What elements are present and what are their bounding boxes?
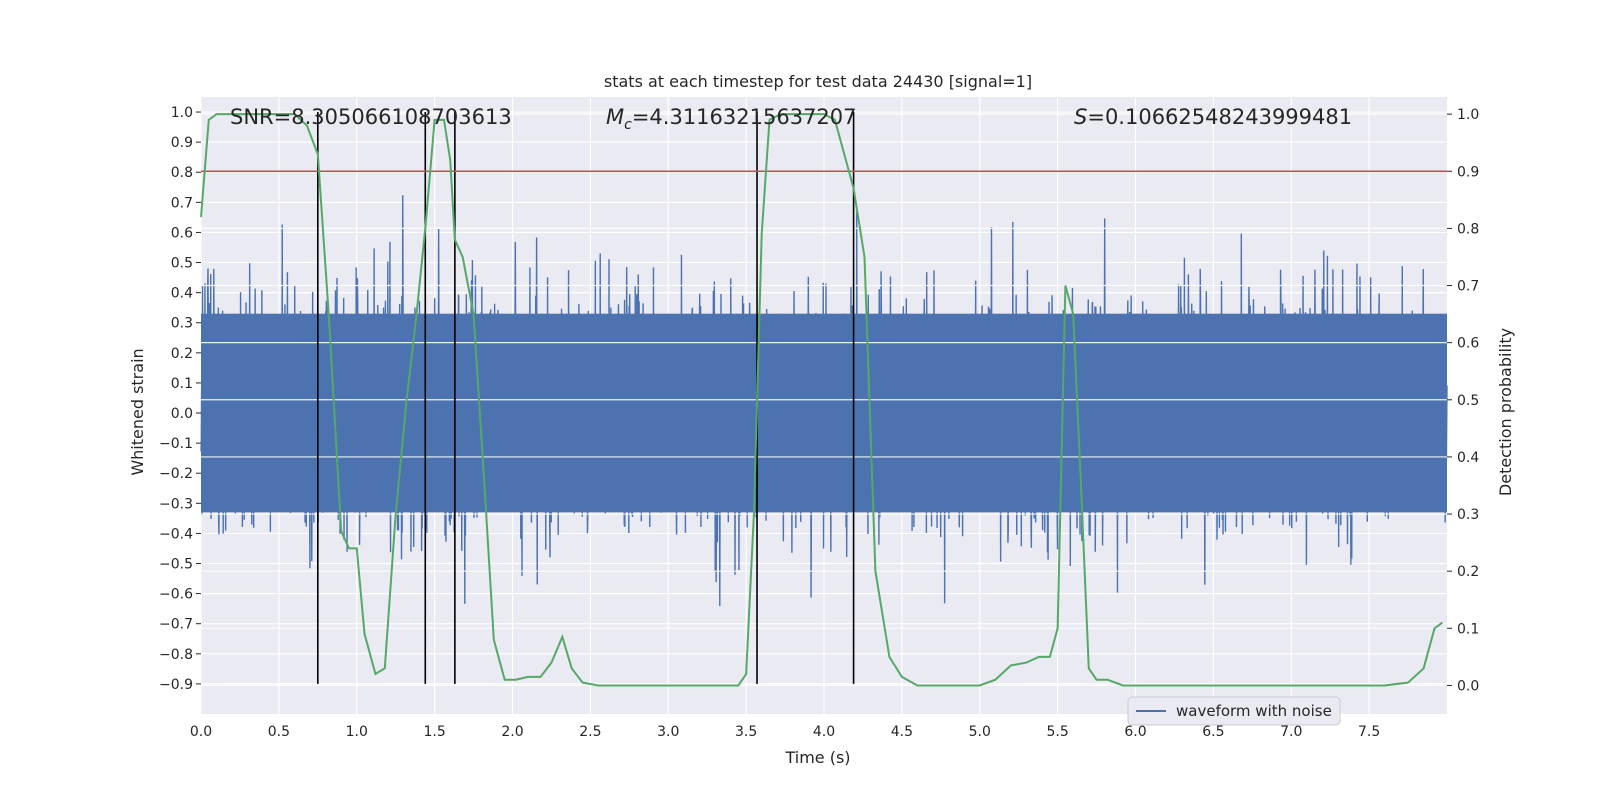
y-right-tick-label: 1.0 — [1457, 107, 1479, 123]
y-right-tick-label: 0.9 — [1457, 164, 1479, 180]
legend: waveform with noise — [1127, 696, 1341, 726]
y-left-tick-label: 0.5 — [171, 256, 193, 272]
y-right-tick-label: 0.6 — [1457, 336, 1479, 352]
probability-line — [200, 113, 1443, 687]
y-left-tick-label: 0.9 — [171, 135, 193, 151]
y-left-tick-label: 0.1 — [171, 376, 193, 392]
y-left-tick-label: 1.0 — [171, 105, 193, 121]
y-right-tick-label: 0.1 — [1457, 621, 1479, 637]
y-left-tick-label: −0.8 — [159, 647, 193, 663]
y-left-tick-label: 0.3 — [171, 316, 193, 332]
annotation-chirp-mass-symbol: M — [606, 105, 624, 129]
x-tick-label: 4.5 — [891, 724, 913, 740]
x-tick-label: 4.0 — [813, 724, 835, 740]
y-left-tick-label: 0.0 — [171, 406, 193, 422]
y-axis-label-right: Detection probability — [1496, 328, 1515, 496]
y-left-tick-label: −0.9 — [159, 677, 193, 693]
x-tick-label: 5.0 — [969, 724, 991, 740]
x-tick-label: 7.0 — [1280, 724, 1302, 740]
y-right-tick-label: 0.4 — [1457, 450, 1479, 466]
annotation-chirp-mass: Mc=4.31163215637207 — [606, 105, 857, 133]
y-left-tick-label: −0.1 — [159, 436, 193, 452]
x-tick-label: 1.5 — [423, 724, 445, 740]
y-right-tick-label: 0.7 — [1457, 279, 1479, 295]
y-left-tick-label: 0.2 — [171, 346, 193, 362]
x-tick-label: 5.5 — [1046, 724, 1068, 740]
x-axis-label: Time (s) — [784, 748, 850, 767]
y-left-tick-label: 0.4 — [171, 286, 193, 302]
x-tick-label: 3.5 — [735, 724, 757, 740]
y-left-tick-label: −0.3 — [159, 496, 193, 512]
strain-core-band — [201, 313, 1447, 513]
x-tick-label: 2.5 — [579, 724, 601, 740]
x-tick-label: 2.0 — [501, 724, 523, 740]
y-axis-label-left: Whitened strain — [128, 348, 147, 475]
x-tick-label: 0.5 — [268, 724, 290, 740]
y-left-tick-label: −0.6 — [159, 587, 193, 603]
y-left-tick-label: −0.5 — [159, 557, 193, 573]
y-right-tick-label: 0.5 — [1457, 393, 1479, 409]
legend-box — [1127, 696, 1341, 726]
legend-label: waveform with noise — [1176, 702, 1332, 720]
annotation-snr: SNR=8.305066108703613 — [230, 105, 512, 129]
y-left-tick-label: 0.7 — [171, 195, 193, 211]
y-right-tick-label: 0.3 — [1457, 507, 1479, 523]
annotation-s-value: =0.10662548243999481 — [1087, 105, 1352, 129]
axes: 0.0 0.5 1.0 1.5 2.0 2.5 3.0 3.5 4.0 4.5 5.0 5.5 6.0 6… — [159, 105, 1479, 740]
x-tick-label: 7.5 — [1358, 724, 1380, 740]
y-left-tick-label: 0.8 — [171, 165, 193, 181]
y-right-tick-label: 0.8 — [1457, 221, 1479, 237]
y-right-tick-label: 0.2 — [1457, 564, 1479, 580]
y-left-tick-label: 0.6 — [171, 225, 193, 241]
x-tick-label: 6.5 — [1202, 724, 1224, 740]
strain-series — [200, 113, 1448, 687]
x-tick-label: 0.0 — [190, 724, 212, 740]
y-left-tick-label: −0.2 — [159, 466, 193, 482]
x-tick-label: 3.0 — [657, 724, 679, 740]
chart-title: stats at each timestep for test data 244… — [604, 72, 1032, 91]
x-tick-label: 1.0 — [346, 724, 368, 740]
annotation-s: S=0.10662548243999481 — [1074, 105, 1352, 129]
y-left-tick-label: −0.4 — [159, 526, 193, 542]
x-tick-label: 6.0 — [1124, 724, 1146, 740]
y-left-tick-label: −0.7 — [159, 617, 193, 633]
annotation-s-symbol: S — [1074, 105, 1087, 129]
annotation-chirp-mass-subscript: c — [624, 117, 632, 133]
probability-series — [200, 113, 1443, 687]
y-right-tick-label: 0.0 — [1457, 678, 1479, 694]
annotation-chirp-mass-value: =4.31163215637207 — [632, 105, 857, 129]
